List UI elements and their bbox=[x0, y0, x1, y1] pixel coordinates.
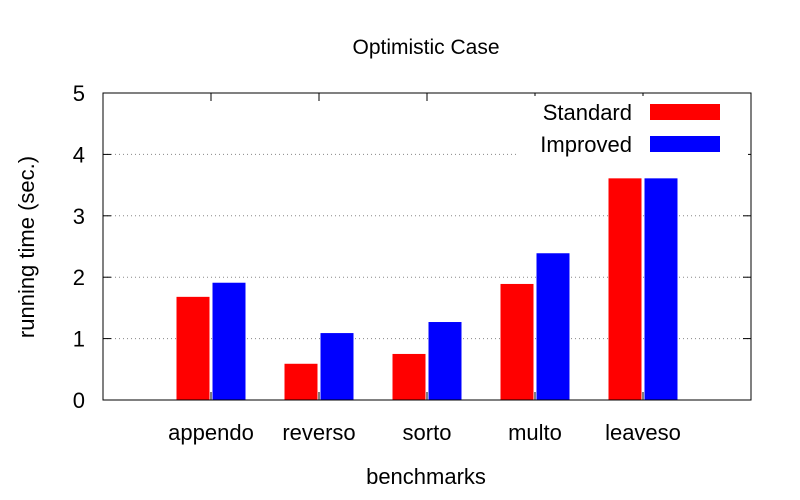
x-tick-label: appendo bbox=[168, 420, 254, 445]
bar-standard-leaveso bbox=[608, 178, 642, 400]
axis-ticks: 0 1 2 3 4 5 appendo reverso sorto multo leaveso bbox=[73, 81, 751, 445]
x-tick-label: leaveso bbox=[605, 420, 681, 445]
x-tick-label: multo bbox=[508, 420, 562, 445]
bar-standard-multo bbox=[500, 283, 534, 400]
y-tick-label: 0 bbox=[73, 388, 85, 413]
bar-improved-appendo bbox=[212, 282, 246, 400]
y-axis-label: running time (sec.) bbox=[14, 156, 39, 338]
bar-improved-sorto bbox=[428, 322, 462, 400]
legend-label-standard: Standard bbox=[543, 100, 632, 125]
bar-improved-leaveso bbox=[644, 178, 678, 400]
x-tick-label: sorto bbox=[403, 420, 452, 445]
legend-swatch-improved bbox=[650, 136, 720, 152]
bar-standard-sorto bbox=[392, 353, 426, 400]
y-tick-label: 4 bbox=[73, 142, 85, 167]
legend-swatch-standard bbox=[650, 104, 720, 120]
y-tick-label: 2 bbox=[73, 265, 85, 290]
bar-improved-multo bbox=[536, 253, 570, 400]
bar-standard-reverso bbox=[284, 363, 318, 400]
y-tick-label: 5 bbox=[73, 81, 85, 106]
y-tick-label: 1 bbox=[73, 327, 85, 352]
legend: Standard Improved bbox=[516, 96, 748, 157]
chart-title: Optimistic Case bbox=[352, 36, 499, 59]
y-tick-label: 3 bbox=[73, 204, 85, 229]
x-axis-label: benchmarks bbox=[366, 464, 486, 489]
x-tick-label: reverso bbox=[282, 420, 355, 445]
bars bbox=[176, 178, 678, 400]
bar-improved-reverso bbox=[320, 333, 354, 400]
bar-standard-appendo bbox=[176, 296, 210, 400]
legend-label-improved: Improved bbox=[540, 132, 632, 157]
